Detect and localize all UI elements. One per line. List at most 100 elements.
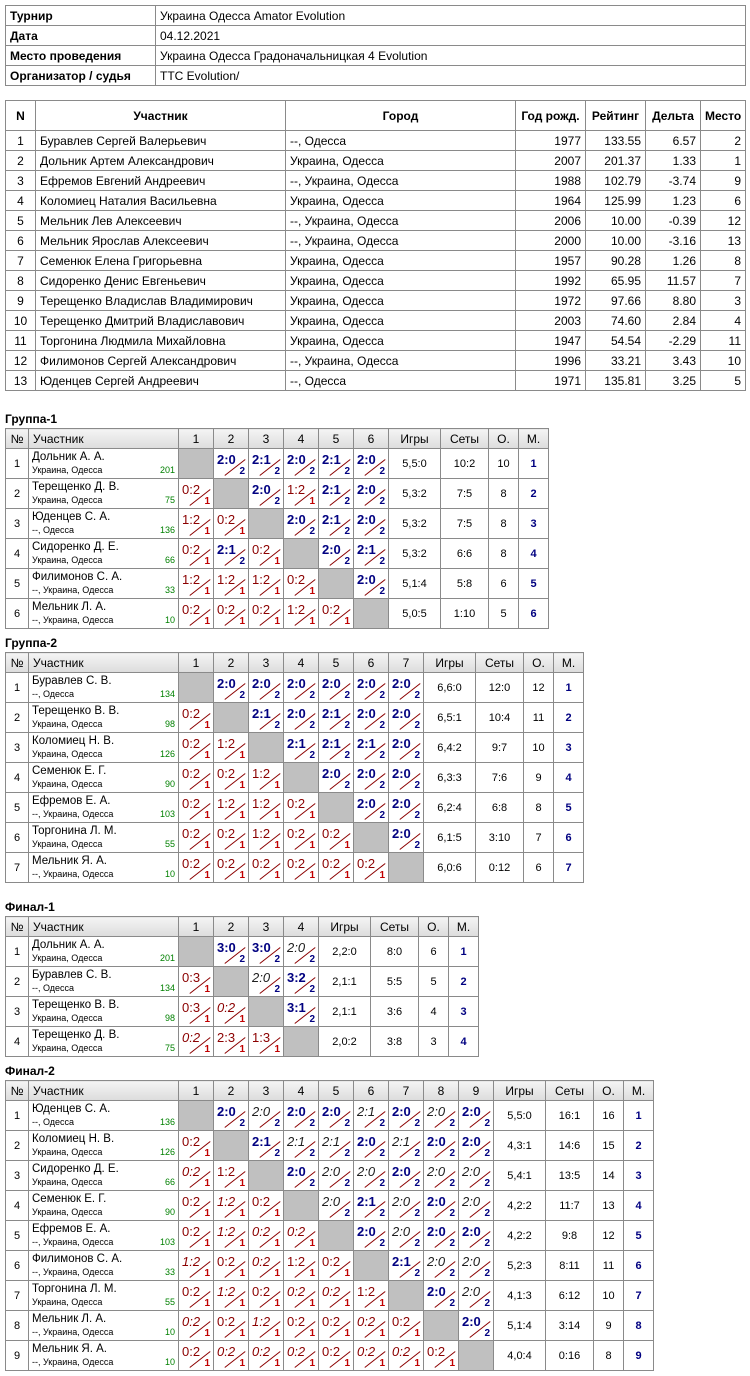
match-score: 2:1 [357, 1104, 376, 1119]
match-points: 1 [239, 1328, 245, 1339]
match-points: 1 [274, 870, 280, 881]
match-score: 0:2 [182, 482, 201, 497]
match-cell: 0:2 1 [318, 852, 354, 883]
player-sub: 134 --, Одесса [32, 983, 175, 993]
player-sub: 75 Украина, Одесса [32, 1043, 175, 1053]
match-points: 1 [274, 780, 280, 791]
match-cell: 0:2 1 [178, 702, 214, 733]
sets: 7:6 [475, 762, 524, 793]
match-points: 1 [274, 1298, 280, 1309]
match-cell: 2:0 2 [318, 1190, 354, 1221]
player-city: Украина, Одесса [32, 1207, 103, 1217]
player-rating: 126 [159, 749, 175, 759]
player-city: Украина, Одесса [32, 749, 103, 759]
match-cell: 2:0 2 [353, 448, 389, 479]
match-score: 0:2 [322, 1344, 341, 1359]
participant-cell: 1988 [515, 170, 586, 191]
match-score: 2:0 [287, 512, 306, 527]
match-cell: 2:0 2 [388, 1220, 424, 1251]
match-points: 2 [239, 556, 245, 567]
match-points: 1 [274, 1208, 280, 1219]
match-score: 0:2 [252, 1284, 271, 1299]
match-cell: 2:0 2 [283, 1160, 319, 1191]
participant-cell: Коломиец Наталия Васильевна [35, 190, 286, 211]
match-score: 2:0 [357, 1224, 376, 1239]
match-points: 2 [379, 1148, 385, 1159]
match-score: 0:2 [322, 1314, 341, 1329]
player-name: Юденцев С. А. [32, 511, 111, 523]
participant-row: 3 Ефремов Евгений Андреевич --, Украина, О… [5, 170, 746, 191]
column-header: 7 [388, 1080, 424, 1101]
group-row: 1 Дольник А. А. 201 Украина, Одесса 2:0 2 2:1 2… [5, 448, 549, 479]
self-cell [178, 936, 214, 967]
match-score: 2:1 [322, 736, 341, 751]
group-row: 7 Мельник Я. А. 10 --, Украина, Одесса 0:2 1 0… [5, 852, 584, 883]
match-score: 2:0 [357, 572, 376, 587]
match-cell: 2:0 2 [458, 1130, 494, 1161]
player-cell: Юденцев С. А. 136 --, Одесса [28, 1100, 179, 1131]
player-name: Семенюк Е. Г. [32, 765, 107, 777]
points: 15 [593, 1130, 624, 1161]
participant-cell: 9 [700, 170, 746, 191]
points: 14 [593, 1160, 624, 1191]
player-rating: 98 [164, 1013, 175, 1023]
column-header: 1 [178, 428, 214, 449]
player-name: Мельник Л. А. [32, 601, 107, 613]
info-label: Организатор / судья [5, 65, 156, 86]
column-header: Игры [388, 428, 441, 449]
participant-cell: --, Одесса [285, 130, 516, 151]
match-score: 2:0 [392, 1164, 411, 1179]
match-points: 2 [344, 496, 350, 507]
games: 4,3:1 [493, 1130, 546, 1161]
match-cell: 0:2 1 [318, 598, 354, 629]
self-cell [213, 966, 249, 997]
participant-cell: Украина, Одесса [285, 190, 516, 211]
column-header: 8 [423, 1080, 459, 1101]
games: 6,0:6 [423, 852, 476, 883]
match-points: 2 [484, 1328, 490, 1339]
match-cell: 1:2 1 [248, 568, 284, 599]
match-score: 2:0 [287, 676, 306, 691]
self-cell [388, 852, 424, 883]
player-name: Юденцев С. А. [32, 1103, 111, 1115]
group-row: 5 Филимонов С. А. 33 --, Украина, Одесса 1:2… [5, 568, 549, 599]
row-number: 2 [5, 966, 29, 997]
place: 2 [518, 478, 549, 509]
games: 2,1:1 [318, 966, 371, 997]
player-city: Украина, Одесса [32, 1013, 103, 1023]
match-score: 2:1 [252, 452, 271, 467]
match-cell: 0:2 1 [178, 1190, 214, 1221]
column-header: 2 [213, 1080, 249, 1101]
group-row: 1 Буравлев С. В. 134 --, Одесса 2:0 2 2:0 2 2:0 2… [5, 672, 584, 703]
match-points: 1 [204, 586, 210, 597]
match-points: 1 [309, 870, 315, 881]
match-score: 0:2 [182, 1134, 201, 1149]
match-cell: 0:2 1 [318, 1310, 354, 1341]
match-cell: 0:2 1 [178, 732, 214, 763]
match-points: 2 [414, 1238, 420, 1249]
self-cell [353, 822, 389, 853]
match-points: 1 [309, 1358, 315, 1369]
match-cell: 1:2 1 [248, 762, 284, 793]
row-number: 5 [5, 792, 29, 823]
column-header: Рейтинг [585, 100, 646, 131]
participant-row: 6 Мельник Ярослав Алексеевич --, Украина, … [5, 230, 746, 251]
match-cell: 2:0 2 [423, 1280, 459, 1311]
sets: 6:8 [475, 792, 524, 823]
match-cell: 2:0 2 [318, 1100, 354, 1131]
match-score: 0:2 [217, 766, 236, 781]
match-cell: 0:3 1 [178, 996, 214, 1027]
match-score: 0:2 [217, 602, 236, 617]
match-score: 1:2 [287, 482, 306, 497]
match-cell: 2:0 2 [353, 568, 389, 599]
match-score: 2:1 [252, 706, 271, 721]
player-rating: 66 [164, 555, 175, 565]
player-name: Буравлев С. В. [32, 969, 112, 981]
games: 2,0:2 [318, 1026, 371, 1057]
match-points: 1 [204, 496, 210, 507]
participant-row: 11 Торгонина Людмила Михайловна Украина, О… [5, 330, 746, 351]
match-cell: 0:2 1 [213, 1310, 249, 1341]
match-cell: 0:2 1 [248, 598, 284, 629]
match-cell: 0:2 1 [318, 1250, 354, 1281]
